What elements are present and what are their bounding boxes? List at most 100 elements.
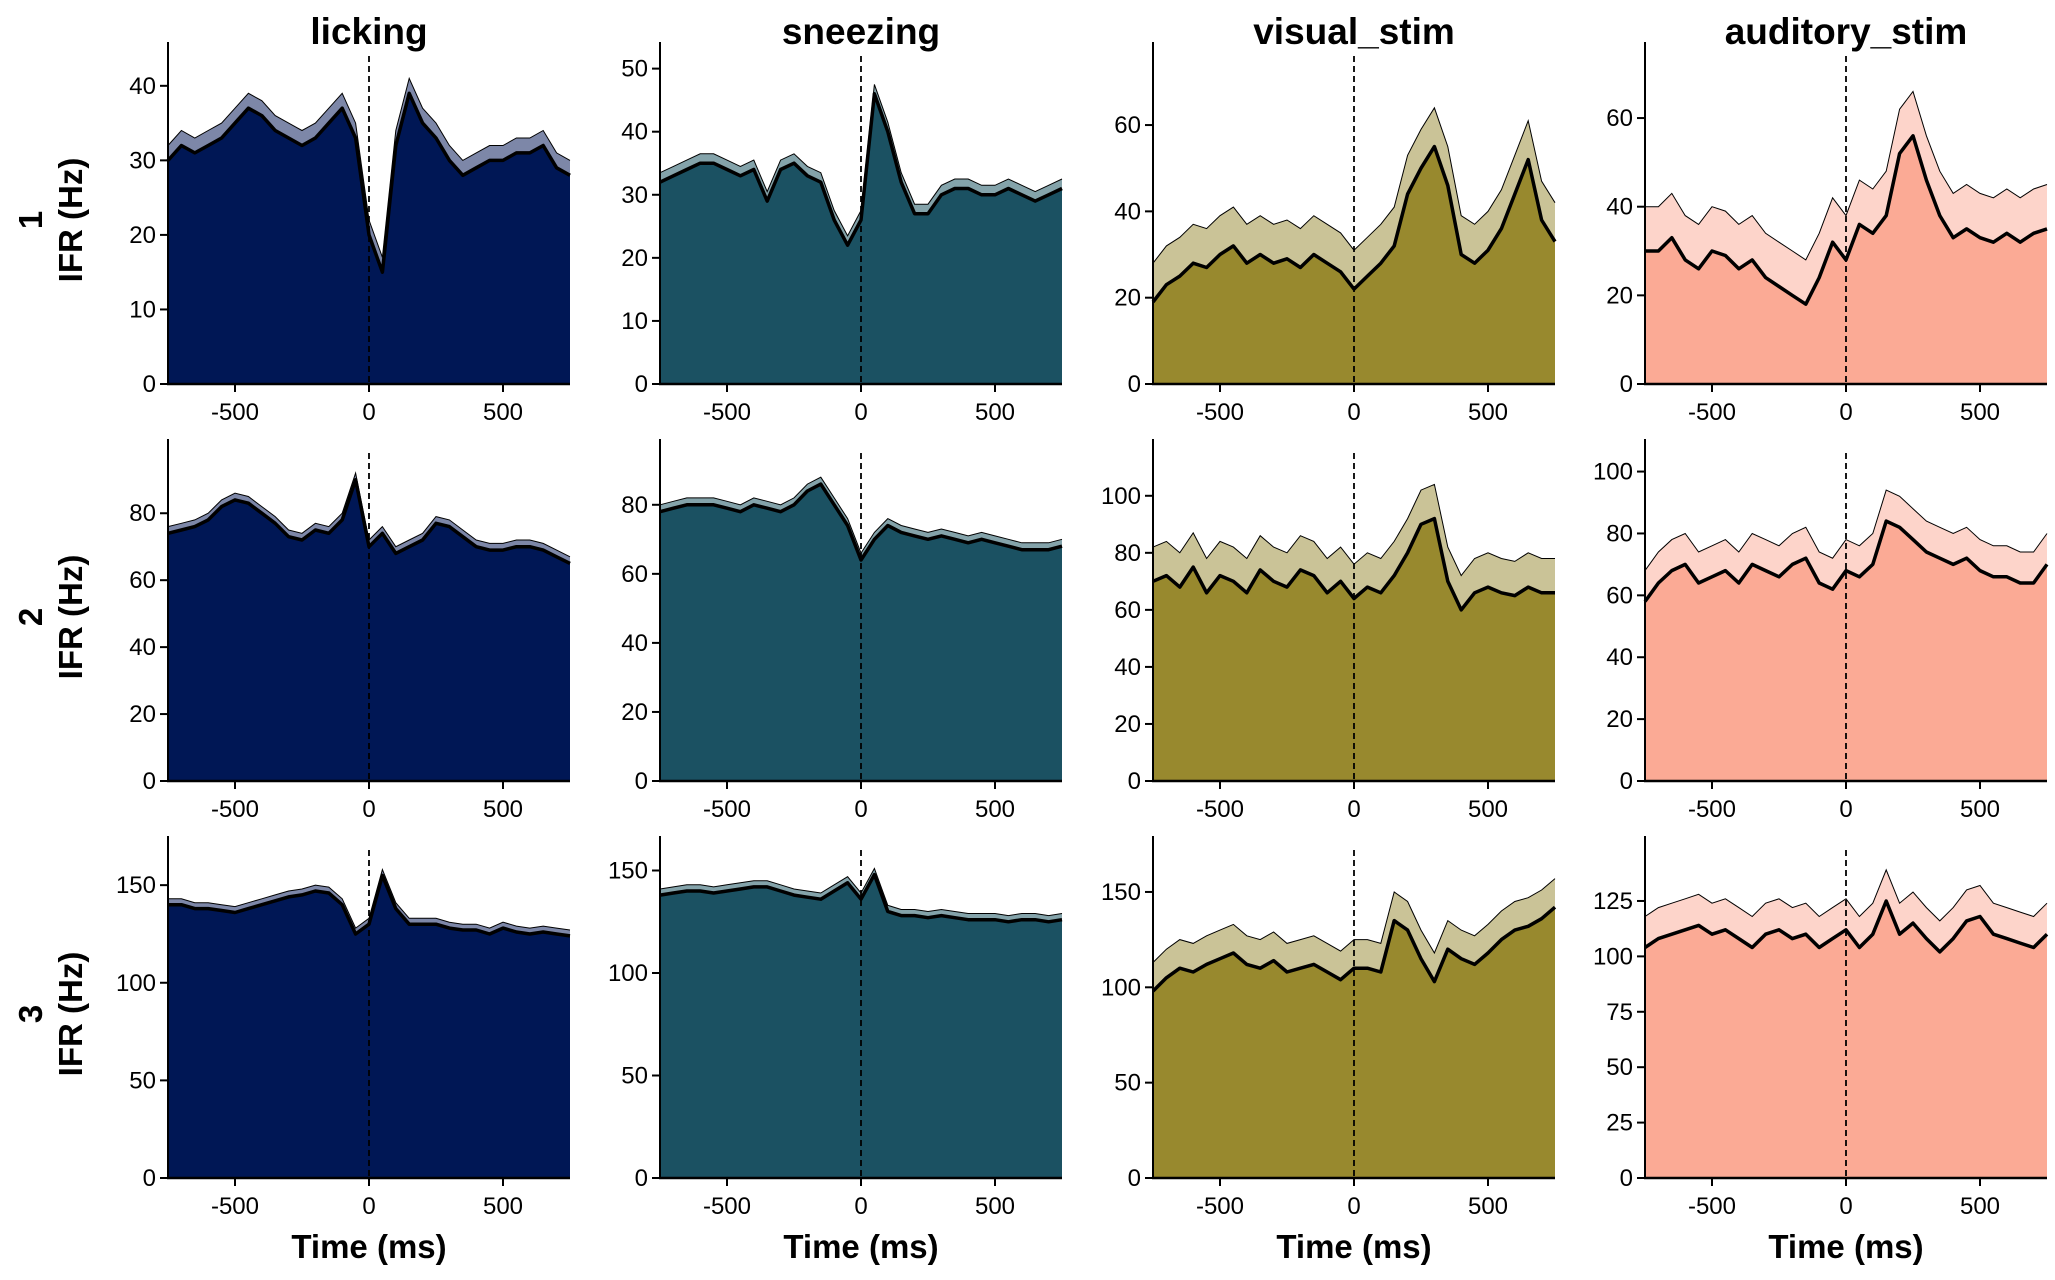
x-axis-label: Time (ms) — [291, 1228, 446, 1265]
x-tick-label: 0 — [1839, 796, 1852, 823]
x-tick-label: 500 — [1468, 1193, 1508, 1220]
y-tick-label: 20 — [1114, 285, 1141, 312]
y-tick-label: 40 — [621, 119, 648, 146]
y-tick-label: 100 — [1101, 483, 1141, 510]
x-tick-label: 500 — [483, 1193, 523, 1220]
y-tick-label: 20 — [129, 701, 156, 728]
y-tick-label: 30 — [621, 182, 648, 209]
y-tick-label: 50 — [1114, 1070, 1141, 1097]
y-tick-label: 20 — [1114, 711, 1141, 738]
x-tick-label: -500 — [703, 1193, 751, 1220]
x-tick-label: -500 — [211, 1193, 259, 1220]
y-tick-label: 60 — [1606, 105, 1633, 132]
y-tick-label: 20 — [621, 245, 648, 272]
row-number: 3 — [12, 1005, 49, 1023]
mean-line — [1643, 519, 2049, 603]
y-tick-label: 10 — [129, 296, 156, 323]
y-tick-label: 80 — [1114, 540, 1141, 567]
row-number: 1 — [12, 211, 49, 229]
x-tick-label: -500 — [211, 796, 259, 823]
column-title-licking: licking — [310, 11, 427, 52]
y-tick-label: 60 — [129, 567, 156, 594]
x-tick-label: 500 — [1468, 796, 1508, 823]
y-tick-label: 0 — [635, 371, 648, 398]
sem-upper-line — [1645, 90, 2048, 261]
y-tick-label: 100 — [1101, 974, 1141, 1001]
panel-licking-row-1: 0 10 20 30 40 -500 0 500 — [129, 42, 571, 426]
mean-area — [168, 479, 570, 781]
y-tick-label: 0 — [1620, 1165, 1633, 1192]
mean-line — [1151, 905, 1557, 993]
y-tick-label: 80 — [621, 492, 648, 519]
column-title-auditory-stim: auditory_stim — [1725, 11, 1968, 52]
y-tick-label: 40 — [1114, 198, 1141, 225]
x-tick-label: 500 — [975, 796, 1015, 823]
column-title-visual-stim: visual_stim — [1253, 11, 1455, 52]
mean-area — [168, 875, 570, 1178]
panel-sneezing-row-2: 0 20 40 60 80 -500 0 500 — [621, 439, 1063, 823]
y-tick-label: 50 — [621, 1063, 648, 1090]
row-number: 2 — [12, 608, 49, 626]
x-tick-label: -500 — [1196, 796, 1244, 823]
x-tick-label: -500 — [1688, 1193, 1736, 1220]
y-tick-label: 0 — [1128, 768, 1141, 795]
y-tick-label: 60 — [1114, 112, 1141, 139]
y-tick-label: 150 — [116, 872, 156, 899]
y-tick-label: 40 — [129, 634, 156, 661]
y-tick-label: 100 — [1593, 459, 1633, 486]
x-tick-label: 0 — [362, 796, 375, 823]
y-tick-label: 100 — [116, 970, 156, 997]
x-tick-label: 500 — [1960, 796, 2000, 823]
y-tick-label: 100 — [608, 960, 648, 987]
panel-auditory_stim-row-1: 0 20 40 60 -500 0 500 — [1606, 42, 2048, 426]
panel-auditory_stim-row-2: 0 20 40 60 80 100 -500 0 500 — [1593, 439, 2049, 823]
x-tick-label: -500 — [1196, 399, 1244, 426]
y-tick-label: 100 — [1593, 943, 1633, 970]
y-tick-label: 40 — [1114, 654, 1141, 681]
mean-line — [166, 91, 571, 274]
x-tick-label: 0 — [1347, 399, 1360, 426]
mean-line — [1644, 899, 2049, 954]
y-tick-label: 60 — [1114, 597, 1141, 624]
y-tick-label: 60 — [621, 561, 648, 588]
x-tick-label: 500 — [1960, 399, 2000, 426]
y-tick-label: 125 — [1593, 888, 1633, 915]
x-tick-label: 0 — [1839, 399, 1852, 426]
panel-auditory_stim-row-3: 0 25 50 75 100 125 -500 0 500 — [1593, 836, 2049, 1220]
x-tick-label: 500 — [483, 399, 523, 426]
x-tick-label: 0 — [362, 399, 375, 426]
y-tick-label: 0 — [143, 371, 156, 398]
sem-upper-line — [1644, 868, 2048, 922]
y-tick-label: 20 — [621, 699, 648, 726]
y-tick-label: 20 — [1606, 706, 1633, 733]
x-axis-label: Time (ms) — [1768, 1228, 1923, 1265]
sem-upper-line — [1152, 878, 1556, 963]
y-tick-label: 0 — [635, 768, 648, 795]
y-axis-label: IFR (Hz) — [52, 952, 89, 1077]
panel-licking-row-2: 0 20 40 60 80 -500 0 500 — [129, 439, 571, 823]
y-tick-label: 50 — [1606, 1054, 1633, 1081]
x-tick-label: 0 — [1839, 1193, 1852, 1220]
y-tick-label: 40 — [1606, 644, 1633, 671]
y-tick-label: 20 — [129, 222, 156, 249]
y-tick-label: 40 — [621, 630, 648, 657]
x-tick-label: 0 — [854, 399, 867, 426]
y-tick-label: 0 — [1620, 371, 1633, 398]
x-tick-label: 0 — [362, 1193, 375, 1220]
x-tick-label: 500 — [483, 796, 523, 823]
panel-sneezing-row-1: 0 10 20 30 40 50 -500 0 500 — [621, 42, 1063, 426]
panel-visual_stim-row-3: 0 50 100 150 -500 0 500 — [1101, 836, 1557, 1220]
x-tick-label: -500 — [1688, 796, 1736, 823]
y-tick-label: 80 — [129, 500, 156, 527]
sem-band — [1153, 107, 1555, 302]
y-tick-label: 80 — [1606, 520, 1633, 547]
x-tick-label: -500 — [1688, 399, 1736, 426]
y-tick-label: 40 — [1606, 194, 1633, 221]
x-tick-label: 500 — [975, 1193, 1015, 1220]
sem-band — [1645, 91, 2047, 305]
y-tick-label: 50 — [621, 56, 648, 83]
y-axis-label: IFR (Hz) — [52, 158, 89, 283]
mean-line — [659, 872, 1063, 924]
y-tick-label: 150 — [1101, 879, 1141, 906]
